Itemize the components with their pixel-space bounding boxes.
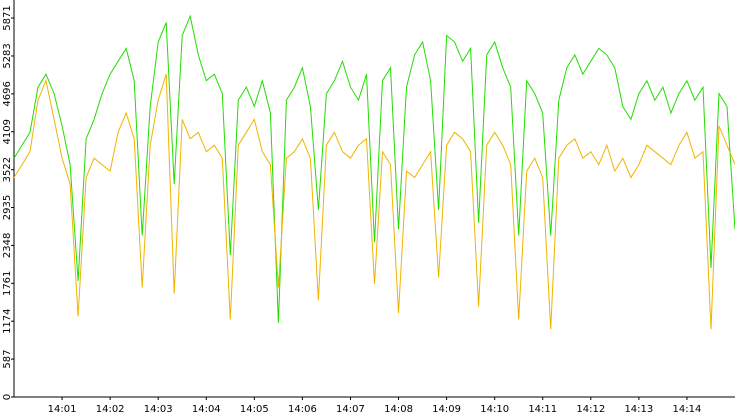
x-tick-label: 14:09 — [432, 404, 461, 415]
y-tick-label: 5871 — [2, 5, 13, 30]
y-tick-label: 3522 — [2, 157, 13, 182]
x-tick-label: 14:07 — [336, 404, 365, 415]
y-tick-label: 587 — [2, 350, 13, 369]
y-tick-label: 2935 — [2, 195, 13, 220]
y-tick-label: 1174 — [2, 308, 13, 333]
y-tick-label: 4109 — [2, 119, 13, 144]
x-tick-label: 14:12 — [576, 404, 605, 415]
x-tick-label: 14:10 — [480, 404, 509, 415]
x-tick-label: 14:11 — [528, 404, 557, 415]
series-line — [13, 74, 735, 330]
x-tick-label: 14:14 — [673, 404, 702, 415]
y-tick-label: 5283 — [2, 43, 13, 68]
x-tick-label: 14:08 — [384, 404, 413, 415]
y-tick-label: 4696 — [2, 81, 13, 106]
series-line — [13, 14, 735, 323]
x-tick-label: 14:04 — [192, 404, 221, 415]
x-tick-label: 14:03 — [144, 404, 173, 415]
x-tick-label: 14:01 — [48, 404, 77, 415]
x-tick-label: 14:02 — [96, 404, 125, 415]
y-tick-label: 1761 — [2, 271, 13, 296]
x-tick-label: 14:05 — [240, 404, 269, 415]
x-tick-label: 14:13 — [624, 404, 653, 415]
y-tick-label: 2348 — [2, 233, 13, 258]
y-tick-label: 0 — [2, 394, 13, 400]
x-tick-label: 14:06 — [288, 404, 317, 415]
